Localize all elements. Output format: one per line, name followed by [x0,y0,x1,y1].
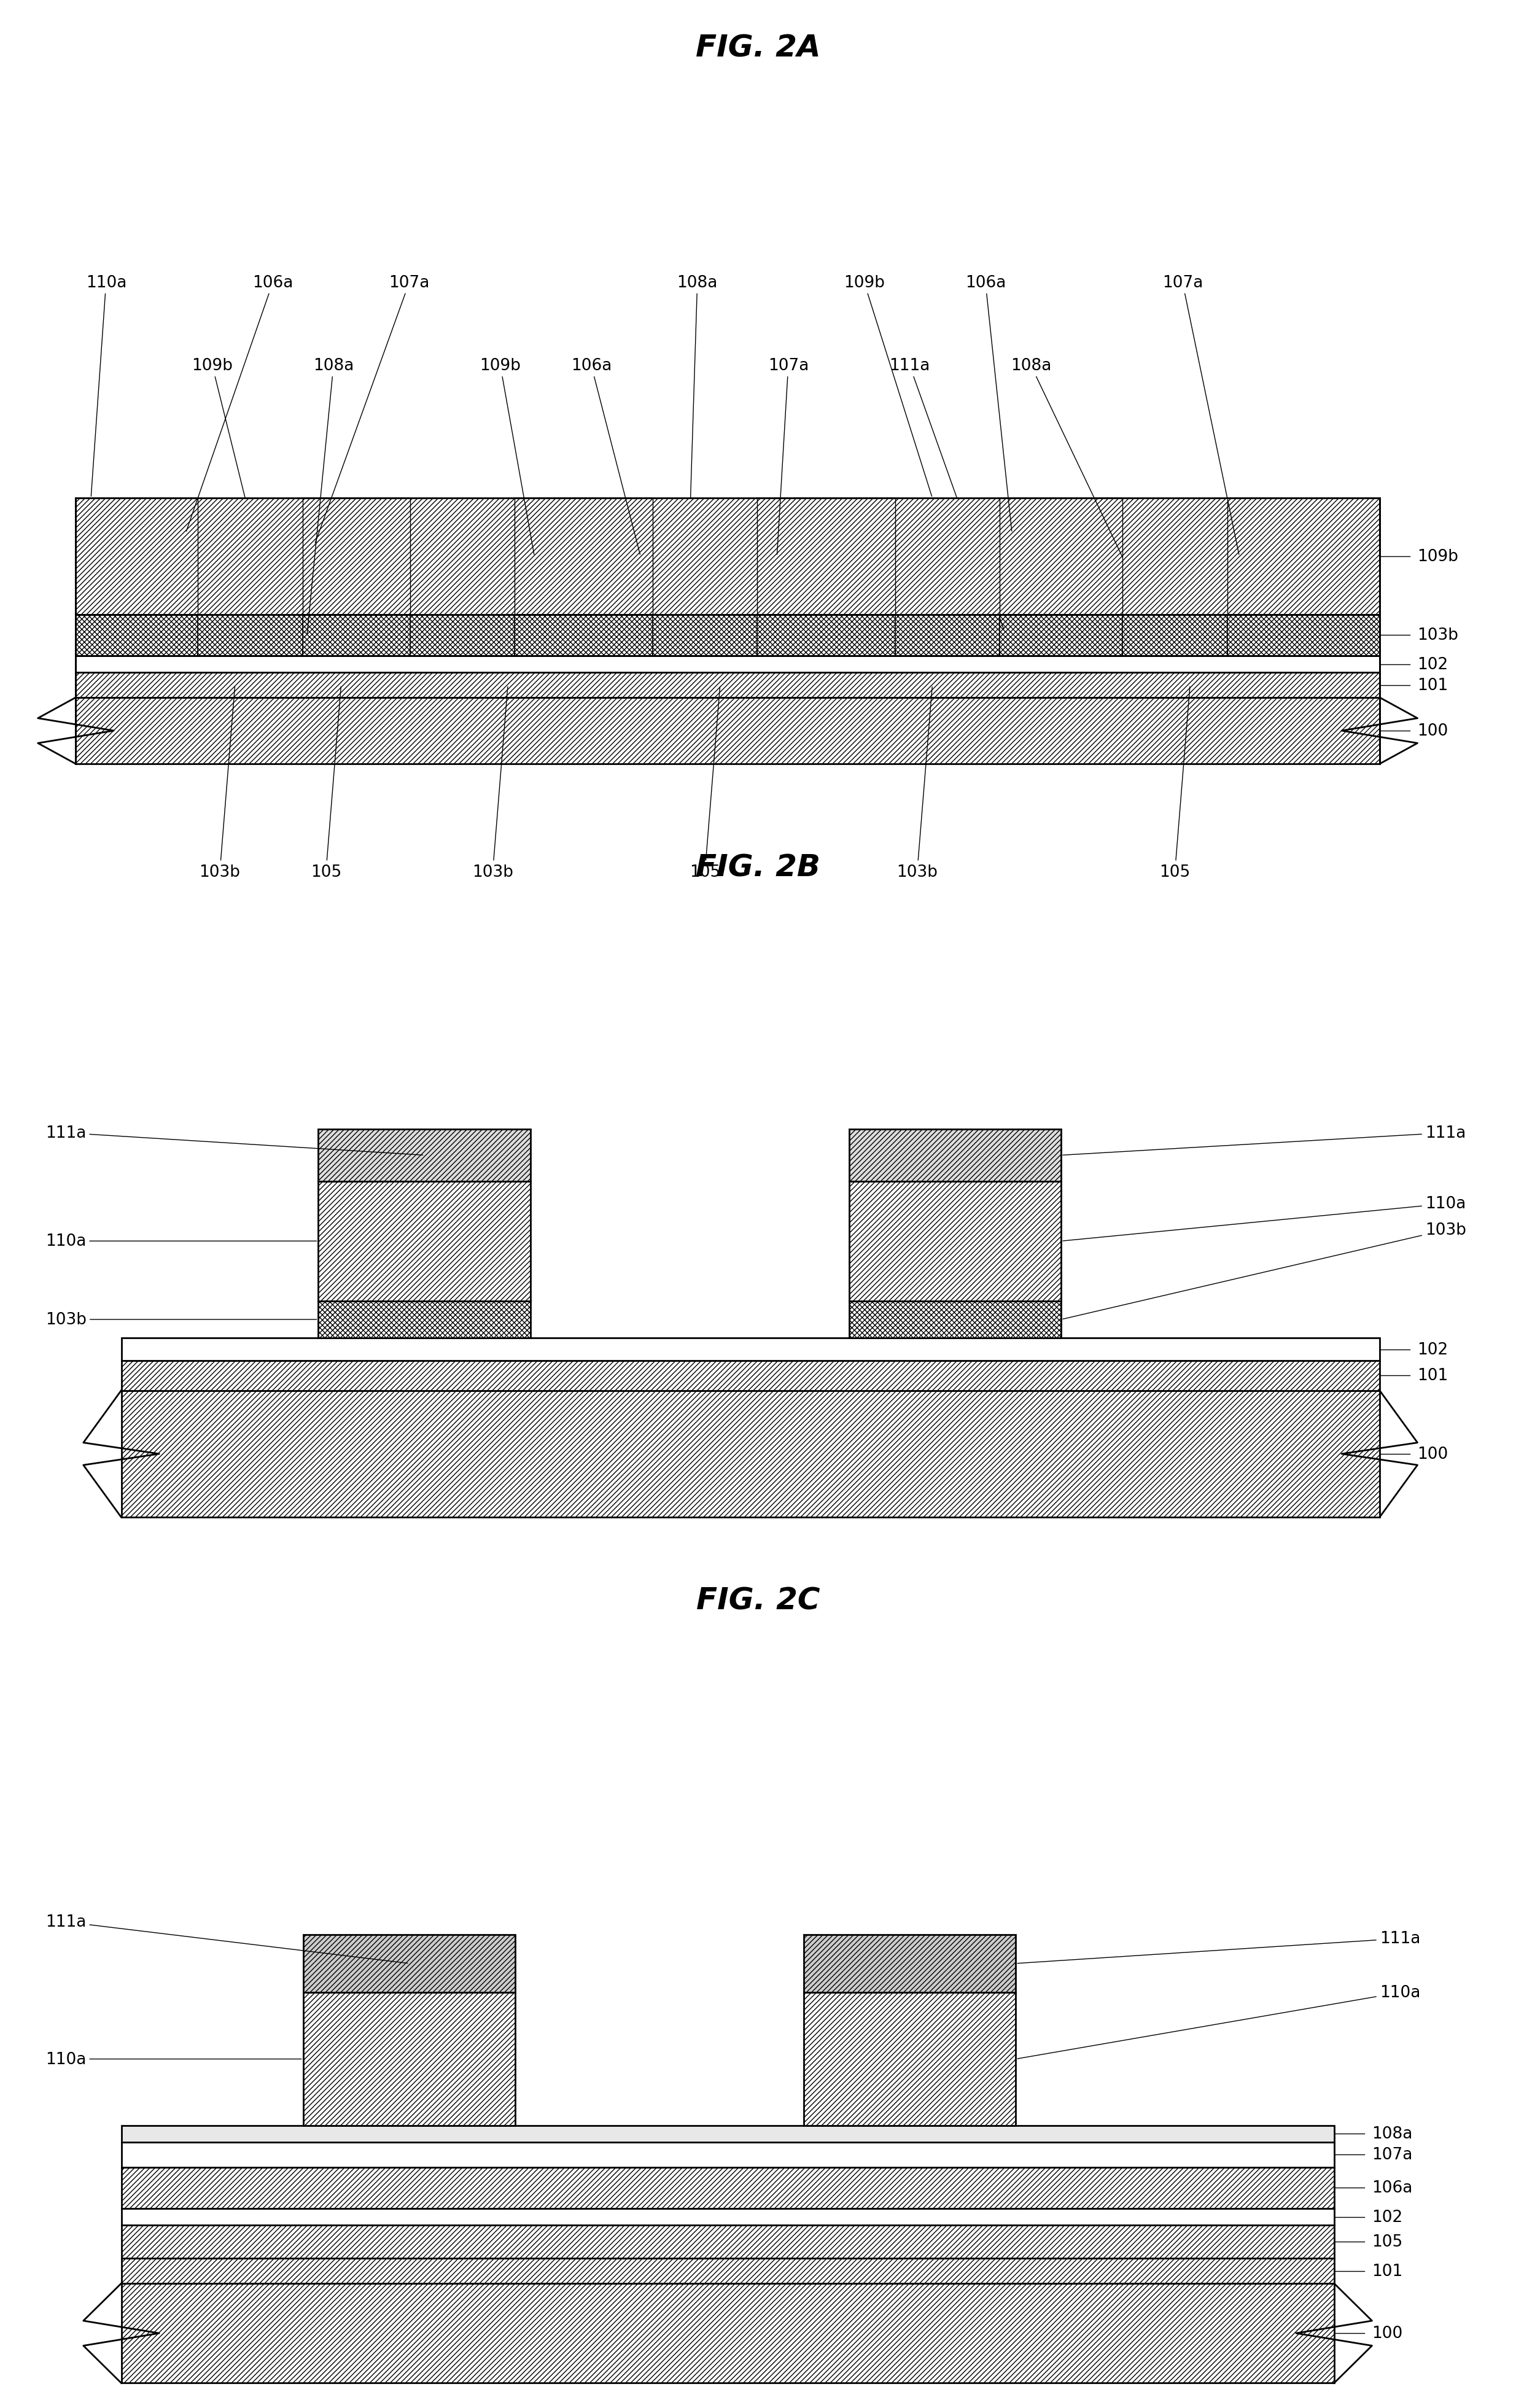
Text: 108a: 108a [678,275,717,520]
Bar [849,1129,1061,1182]
Text: 106a: 106a [572,359,640,554]
Text: FIG. 2C: FIG. 2C [696,1584,820,1616]
Text: 105: 105 [1372,2235,1402,2249]
Text: 106a: 106a [186,275,293,532]
Bar [121,2225,1334,2259]
Bar [849,1182,1061,1300]
Text: 111a: 111a [1063,1125,1466,1156]
Text: 110a: 110a [45,1233,317,1250]
Text: 108a: 108a [1011,359,1160,633]
Text: 103b: 103b [45,1312,317,1327]
Text: 107a: 107a [315,275,429,544]
Bar [121,2126,1334,2143]
Bar [199,614,303,657]
Bar [76,614,1380,657]
Bar [894,498,1001,657]
Bar [121,2143,1334,2167]
Bar [121,2283,1334,2384]
Text: 102: 102 [1417,1341,1448,1358]
Bar [653,498,758,657]
Bar [803,1934,1016,1994]
Text: 109b: 109b [843,275,932,496]
Text: 105: 105 [1160,686,1190,879]
Bar [76,657,1380,672]
Bar [894,498,1001,614]
Text: 103b: 103b [1063,1223,1466,1320]
Bar [303,1994,515,2126]
Bar [1122,614,1228,657]
Text: 100: 100 [1417,722,1448,739]
Text: 108a: 108a [1372,2126,1413,2141]
Text: 101: 101 [1417,677,1448,694]
Text: 110a: 110a [45,2052,302,2066]
Bar [849,1300,1061,1339]
Bar [121,2259,1334,2283]
Text: FIG. 2A: FIG. 2A [696,34,820,63]
Text: 107a: 107a [1372,2146,1413,2162]
Text: 110a: 110a [1063,1197,1466,1240]
Text: 100: 100 [1417,1447,1448,1462]
Text: 107a: 107a [769,359,808,554]
Bar [803,1994,1016,2126]
Text: 102: 102 [1417,657,1448,672]
Text: 103b: 103b [199,686,241,879]
Bar [121,2167,1334,2208]
Text: 103b: 103b [1417,628,1458,643]
Text: 105: 105 [311,686,341,879]
Bar [409,498,515,614]
Bar [1122,498,1228,614]
Text: 111a: 111a [890,359,1004,631]
Text: 107a: 107a [1163,275,1239,554]
Text: 109b: 109b [479,359,534,554]
Bar [409,614,515,657]
Text: 111a: 111a [45,1914,408,1963]
Bar [121,1361,1380,1392]
Text: 101: 101 [1372,2264,1402,2278]
Bar [894,614,1001,657]
Bar [76,672,1380,698]
Bar [318,1300,531,1339]
Text: 108a: 108a [308,359,353,633]
Bar [303,1934,515,1994]
Text: 100: 100 [1372,2326,1402,2341]
Bar [318,1129,531,1182]
Bar [199,498,303,657]
Bar [409,498,515,657]
Text: 103b: 103b [896,686,938,879]
Bar [121,1339,1380,1361]
Bar [76,698,1380,763]
Text: 109b: 109b [191,359,265,578]
Bar [318,1182,531,1300]
Bar [653,498,758,614]
Text: 110a: 110a [86,275,126,496]
Text: 102: 102 [1372,2208,1402,2225]
Bar [121,1392,1380,1517]
Text: 111a: 111a [1017,1931,1420,1963]
Text: 103b: 103b [471,686,514,879]
Text: FIG. 2B: FIG. 2B [696,852,820,884]
Text: 106a: 106a [1372,2179,1413,2196]
Bar [76,498,1380,614]
Bar [121,2208,1334,2225]
Text: 106a: 106a [966,275,1011,532]
Bar [653,614,758,657]
Text: 109b: 109b [1417,549,1458,563]
Text: 101: 101 [1417,1368,1448,1385]
Text: 110a: 110a [1017,1984,1420,2059]
Text: 111a: 111a [45,1125,423,1156]
Bar [1122,498,1228,657]
Text: 105: 105 [690,686,720,879]
Bar [199,498,303,614]
